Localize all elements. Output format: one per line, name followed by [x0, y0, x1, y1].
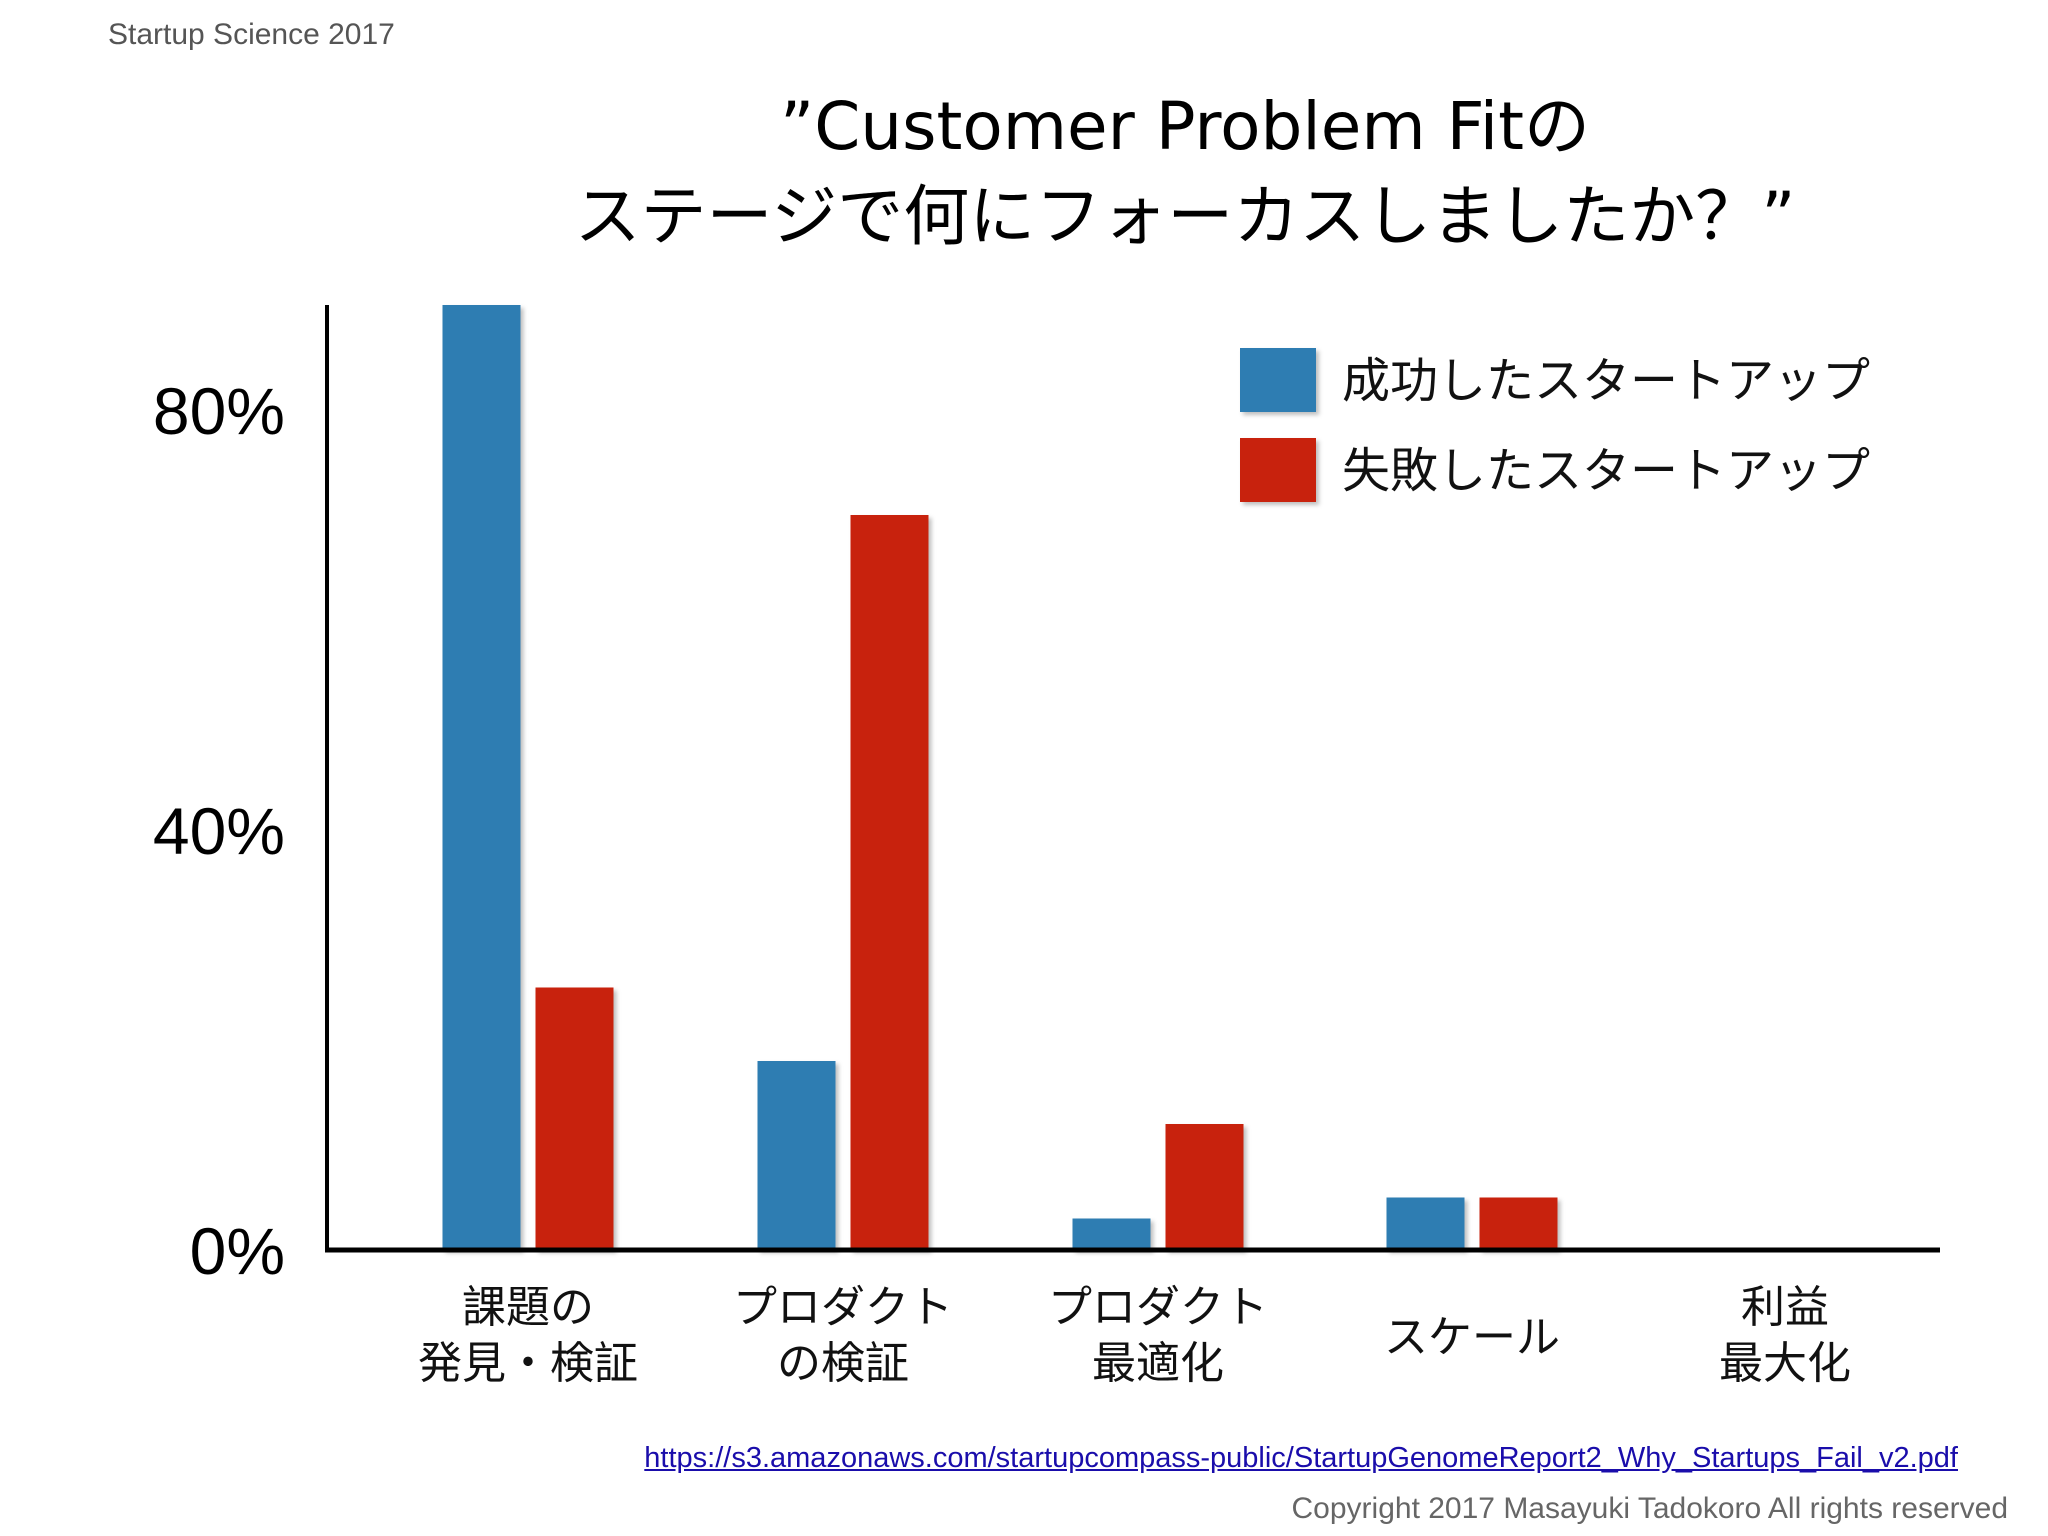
bar-failure-4 — [1479, 1197, 1558, 1250]
x-category-label: 発見・検証 — [418, 1338, 638, 1389]
bar-success-3 — [1072, 1218, 1151, 1250]
bar-success-4 — [1386, 1197, 1465, 1250]
bar-failure-2 — [850, 515, 929, 1250]
bars-layer — [442, 305, 1558, 1250]
header-label: Startup Science 2017 — [108, 18, 395, 51]
x-category-label: 課題の — [462, 1282, 594, 1333]
y-tick-labels: 0% 40% 80% — [153, 374, 285, 1288]
copyright-notice: Copyright 2017 Masayuki Tadokoro All rig… — [1291, 1492, 2008, 1525]
chart-title-line-1: ”Customer Problem Fitの — [780, 88, 1590, 165]
legend-label-failure: 失敗したスタートアップ — [1342, 443, 1870, 499]
legend-swatch-success — [1240, 348, 1316, 412]
legend-label-success: 成功したスタートアップ — [1342, 353, 1870, 409]
x-category-label: 最大化 — [1719, 1338, 1851, 1389]
bar-success-2 — [757, 1061, 836, 1250]
axes-layer — [325, 305, 1940, 1253]
x-category-label: 最適化 — [1092, 1338, 1224, 1389]
source-link[interactable]: https://s3.amazonaws.com/startupcompass-… — [644, 1442, 1958, 1474]
bar-failure-3 — [1165, 1124, 1244, 1250]
x-category-label: プロダクト — [733, 1282, 953, 1333]
y-tick-label: 0% — [190, 1214, 285, 1288]
legend-swatch-failure — [1240, 438, 1316, 502]
y-tick-label: 40% — [153, 794, 285, 868]
bar-failure-1 — [535, 987, 614, 1250]
x-category-label: 利益 — [1741, 1282, 1829, 1333]
y-tick-label: 80% — [153, 374, 285, 448]
x-category-label: スケール — [1384, 1312, 1560, 1363]
x-category-label: プロダクト — [1048, 1282, 1268, 1333]
x-category-label: の検証 — [777, 1338, 909, 1389]
bar-success-1 — [442, 305, 521, 1250]
chart-title-line-2: ステージで何にフォーカスしましたか？” — [574, 178, 1796, 255]
